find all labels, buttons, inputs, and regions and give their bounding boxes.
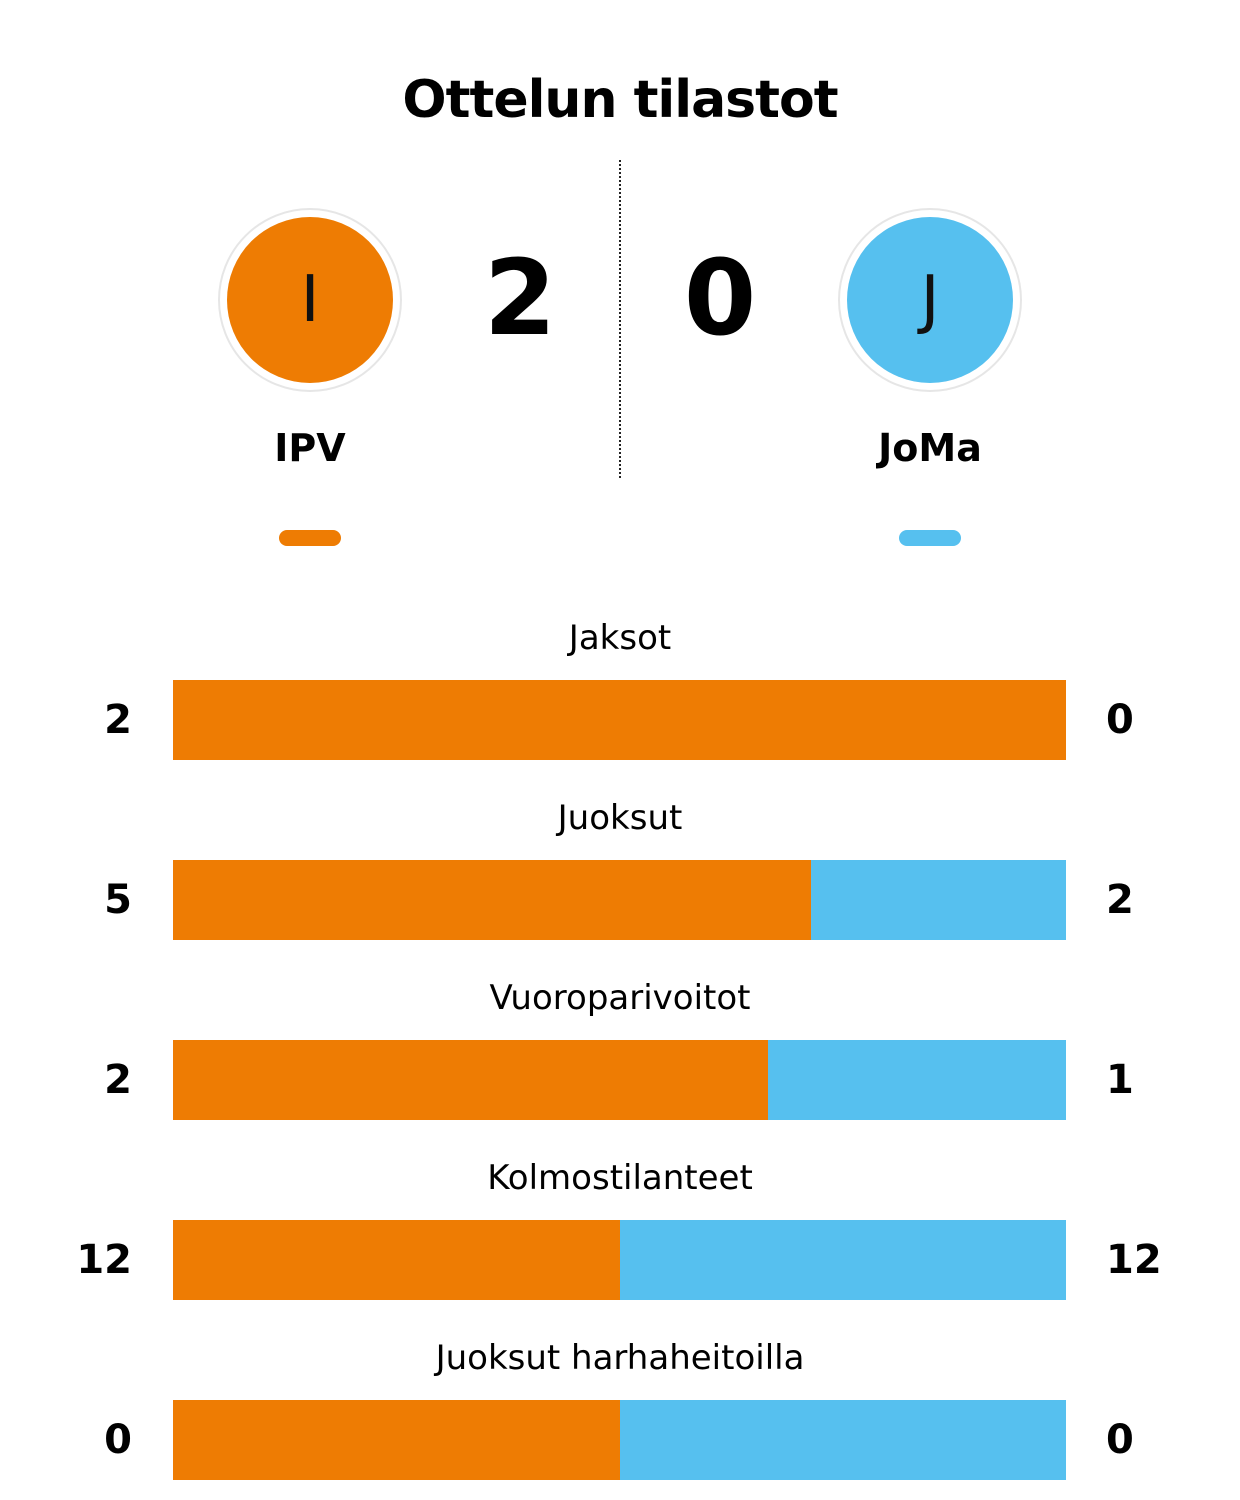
bar-segment-home <box>173 1040 769 1120</box>
stat-value-away: 1 <box>1106 1057 1134 1103</box>
bar-segment-away <box>768 1040 1066 1120</box>
stat-bar <box>173 680 1066 760</box>
home-team-logo-letter: I <box>300 263 320 337</box>
stat-bar <box>173 1040 1066 1120</box>
stat-bar <box>173 1220 1066 1300</box>
away-score: 0 <box>683 237 757 359</box>
away-color-legend <box>899 530 961 546</box>
stat-value-away: 2 <box>1106 877 1134 923</box>
bar-segment-home <box>173 680 1066 760</box>
stat-label: Kolmostilanteet <box>487 1158 753 1198</box>
stat-bar <box>173 1400 1066 1480</box>
stat-label: Juoksut <box>557 798 683 838</box>
stat-value-away: 0 <box>1106 1417 1134 1463</box>
stat-value-home: 2 <box>104 1057 132 1103</box>
stat-value-away: 12 <box>1106 1237 1162 1283</box>
home-team-logo: I <box>218 208 402 392</box>
stat-label: Juoksut harhaheitoilla <box>435 1338 805 1378</box>
stat-value-away: 0 <box>1106 697 1134 743</box>
away-team-logo-letter: J <box>920 263 940 337</box>
bar-segment-home <box>173 1400 620 1480</box>
stat-value-home: 0 <box>104 1417 132 1463</box>
bar-segment-away <box>810 860 1066 940</box>
bar-segment-home <box>173 1220 620 1300</box>
stat-bar <box>173 860 1066 940</box>
home-team-name: IPV <box>274 426 346 470</box>
home-score: 2 <box>483 237 557 359</box>
stat-label: Jaksot <box>568 618 672 658</box>
score-divider <box>619 160 621 478</box>
away-team-logo-badge: J <box>847 217 1013 383</box>
away-team-logo: J <box>838 208 1022 392</box>
bar-segment-home <box>173 860 811 940</box>
home-team-logo-badge: I <box>227 217 393 383</box>
stat-value-home: 12 <box>76 1237 132 1283</box>
stat-label: Vuoroparivoitot <box>489 978 751 1018</box>
bar-segment-away <box>619 1400 1066 1480</box>
home-color-legend <box>279 530 341 546</box>
away-team-name: JoMa <box>878 426 982 470</box>
bar-segment-away <box>619 1220 1066 1300</box>
page-title: Ottelun tilastot <box>402 70 838 130</box>
stat-value-home: 5 <box>104 877 132 923</box>
stat-value-home: 2 <box>104 697 132 743</box>
